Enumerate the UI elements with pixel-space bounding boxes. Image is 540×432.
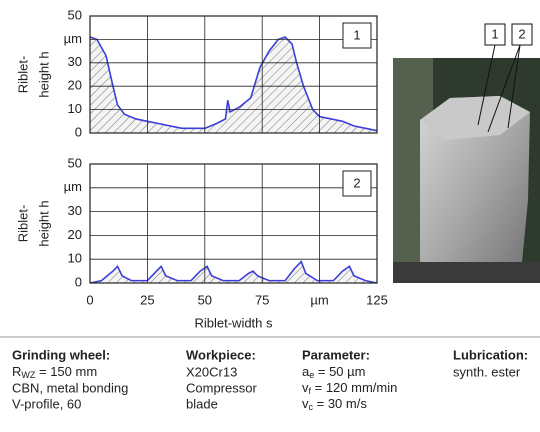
chart: 0 10 20 30 µm 50 1 Riblet-height h bbox=[15, 7, 377, 139]
x-tick-label: µm bbox=[310, 292, 328, 307]
info-heading: Workpiece: bbox=[186, 347, 256, 362]
y-tick-label: µm bbox=[64, 179, 82, 194]
info-value: = 30 m/s bbox=[313, 396, 367, 411]
photo: 1 2 bbox=[393, 24, 540, 283]
y-tick-label: 10 bbox=[68, 101, 82, 116]
x-tick-label: 0 bbox=[86, 292, 93, 307]
info-line: X20Cr13 bbox=[186, 364, 237, 379]
chart: 0 10 20 30 µm 50 0 25 50 75 µm 125 2 Riblet-height h R… bbox=[15, 155, 387, 330]
info-line: CBN, metal bonding bbox=[12, 380, 128, 395]
info-heading: Grinding wheel: bbox=[12, 347, 110, 362]
photo-label: 1 bbox=[491, 26, 498, 41]
info-line: ae = 50 µm bbox=[302, 364, 365, 380]
y-tick-label: 50 bbox=[68, 155, 82, 170]
y-tick-label: 0 bbox=[75, 274, 82, 289]
info-line: vc = 30 m/s bbox=[302, 396, 367, 412]
x-tick-label: 50 bbox=[198, 292, 212, 307]
y-tick-label: 30 bbox=[68, 203, 82, 218]
info-line: vf = 120 mm/min bbox=[302, 380, 397, 396]
plot-area bbox=[90, 164, 377, 283]
info-value: = 50 µm bbox=[314, 364, 365, 379]
info-line: Compressor bbox=[186, 380, 257, 395]
y-tick-label: 20 bbox=[68, 227, 82, 242]
y-tick-label: µm bbox=[64, 31, 82, 46]
info-value: = 120 mm/min bbox=[311, 380, 397, 395]
y-tick-label: 50 bbox=[68, 7, 82, 22]
x-tick-label: 25 bbox=[140, 292, 154, 307]
info-value: = 150 mm bbox=[35, 364, 97, 379]
y-axis-label: Riblet- bbox=[15, 205, 30, 243]
y-tick-label: 30 bbox=[68, 54, 82, 69]
symbol: R bbox=[12, 364, 21, 379]
y-tick-label: 20 bbox=[68, 78, 82, 93]
y-axis-label: height h bbox=[36, 200, 51, 246]
info-line: RWZ = 150 mm bbox=[12, 364, 97, 380]
y-tick-label: 0 bbox=[75, 124, 82, 139]
y-axis-label: height h bbox=[36, 51, 51, 97]
subscript: WZ bbox=[21, 370, 35, 380]
y-tick-label: 10 bbox=[68, 251, 82, 266]
info-line: synth. ester bbox=[453, 364, 521, 379]
info-heading: Parameter: bbox=[302, 347, 370, 362]
info-heading: Lubrication: bbox=[453, 347, 528, 362]
y-axis-label: Riblet- bbox=[15, 56, 30, 94]
panel-label: 2 bbox=[353, 175, 360, 190]
figure: 1 2 Grinding wheel: RWZ = 150 mmCBN, meta… bbox=[0, 0, 540, 432]
x-axis-label: Riblet-width s bbox=[194, 315, 273, 330]
info-line: blade bbox=[186, 396, 218, 411]
x-tick-label: 75 bbox=[255, 292, 269, 307]
x-tick-label: 125 bbox=[366, 292, 388, 307]
panel-label: 1 bbox=[353, 27, 360, 42]
photo-label: 2 bbox=[518, 26, 525, 41]
info-line: V-profile, 60 bbox=[12, 396, 81, 411]
